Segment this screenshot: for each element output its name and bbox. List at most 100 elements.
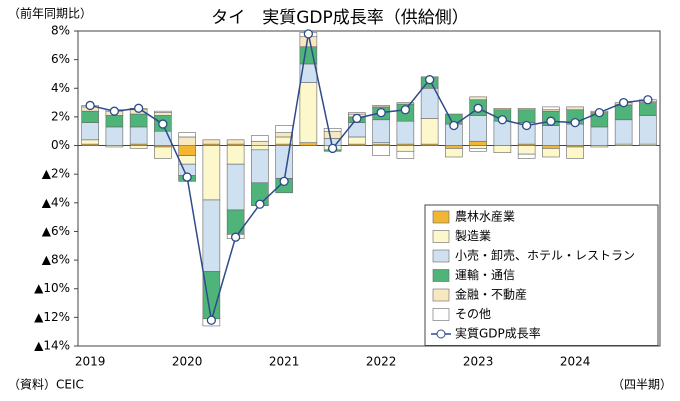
bar-segment xyxy=(420,118,439,145)
bar-segment xyxy=(420,87,439,119)
bar-segment xyxy=(202,199,221,272)
bar-segment xyxy=(348,136,366,145)
line-marker xyxy=(449,120,459,131)
bar-segment xyxy=(639,102,657,116)
x-tick-label: 2020 xyxy=(172,355,203,369)
bar-segment xyxy=(614,119,633,145)
line-marker xyxy=(376,107,386,118)
bar-segment xyxy=(590,126,609,146)
bar-segment xyxy=(178,132,196,138)
bar-segment xyxy=(372,119,390,143)
bar-segment xyxy=(178,136,196,146)
legend-label: 金融・不動産 xyxy=(455,287,527,302)
line-marker xyxy=(352,113,362,123)
bar-segment xyxy=(469,115,487,142)
y-axis-label: （前年同期比） xyxy=(8,6,92,21)
bar-segment xyxy=(105,126,124,146)
legend-label: 実質GDP成長率 xyxy=(455,326,541,341)
bar-segment xyxy=(275,132,293,138)
bar-segment xyxy=(226,145,245,165)
line-marker xyxy=(109,106,120,116)
legend-swatch xyxy=(432,288,450,302)
legend-swatch xyxy=(432,230,450,243)
line-marker xyxy=(303,29,314,39)
y-tick-label: ▲12% xyxy=(34,310,70,324)
source: （資料）CEIC xyxy=(8,378,84,392)
line-marker xyxy=(473,103,483,113)
line-marker xyxy=(570,117,580,128)
bar-segment xyxy=(542,125,560,146)
line-marker xyxy=(133,103,144,113)
bar-segment xyxy=(226,209,245,235)
bar-segment xyxy=(226,139,245,145)
bar-segment xyxy=(251,149,269,184)
bar-segment xyxy=(81,110,99,123)
bar-segment xyxy=(323,128,342,132)
bar-segment xyxy=(299,82,318,143)
line-marker xyxy=(546,116,556,126)
bar-segment xyxy=(566,123,584,146)
line-marker xyxy=(521,120,532,131)
bar-segment xyxy=(639,115,657,145)
line-marker xyxy=(497,115,508,125)
y-tick-label: ▲4% xyxy=(42,195,70,209)
bar-segment xyxy=(251,140,269,146)
bar-segment xyxy=(154,110,172,113)
bar-segment xyxy=(129,113,148,128)
bar-segment xyxy=(202,271,221,320)
line-marker xyxy=(618,97,629,108)
bar-segment xyxy=(517,108,536,111)
bar-segment xyxy=(372,145,390,156)
bar-segment xyxy=(469,96,487,101)
y-tick-label: 2% xyxy=(51,109,70,123)
bar-segment xyxy=(251,135,269,142)
legend-swatch xyxy=(432,249,450,263)
bar-segment xyxy=(396,150,415,159)
line-marker xyxy=(85,100,95,111)
bar-segment xyxy=(517,109,536,123)
bar-segment xyxy=(517,153,536,159)
bar-segment xyxy=(275,125,293,133)
bar-segment xyxy=(517,145,536,155)
bar-segment xyxy=(493,120,512,146)
bar-segment xyxy=(469,145,487,149)
bar-segment xyxy=(129,145,148,149)
line-marker xyxy=(182,172,192,182)
line-marker xyxy=(230,232,241,242)
bar-segment xyxy=(202,145,221,201)
legend-box xyxy=(424,204,659,346)
bar-segment xyxy=(226,163,245,211)
bar-segment xyxy=(566,106,584,111)
line-marker xyxy=(643,95,653,105)
bar-segment xyxy=(129,126,148,145)
bar-segment xyxy=(445,145,463,149)
bar-segment xyxy=(323,130,342,139)
bar-segment xyxy=(469,140,487,146)
bar-segment xyxy=(178,145,196,156)
line-marker xyxy=(279,176,289,186)
bar-segment xyxy=(396,145,415,152)
bar-segment xyxy=(299,142,318,146)
bar-segment xyxy=(396,120,415,145)
y-tick-label: 6% xyxy=(51,52,70,66)
bar-segment xyxy=(154,112,172,116)
legend-swatch xyxy=(432,210,450,224)
legend-swatch xyxy=(432,308,450,321)
legend-label: 小売・卸売、ホテル・レストラン xyxy=(455,248,635,263)
legend-label: 運輸・通信 xyxy=(455,267,515,282)
y-tick-label: 0% xyxy=(51,138,70,152)
legend-label: その他 xyxy=(455,307,491,321)
bar-segment xyxy=(275,145,293,179)
legend-swatch xyxy=(432,269,450,282)
plot-frame xyxy=(77,30,661,347)
x-tick-label: 2021 xyxy=(269,355,300,369)
bar-segment xyxy=(81,139,99,145)
y-tick-label: ▲14% xyxy=(34,339,70,353)
bar-segment xyxy=(542,145,560,149)
bar-segment xyxy=(445,148,463,158)
y-tick-label: ▲2% xyxy=(42,167,70,181)
y-tick-label: ▲10% xyxy=(34,281,70,295)
bar-segment xyxy=(372,105,390,108)
y-tick-label: ▲8% xyxy=(42,253,70,267)
